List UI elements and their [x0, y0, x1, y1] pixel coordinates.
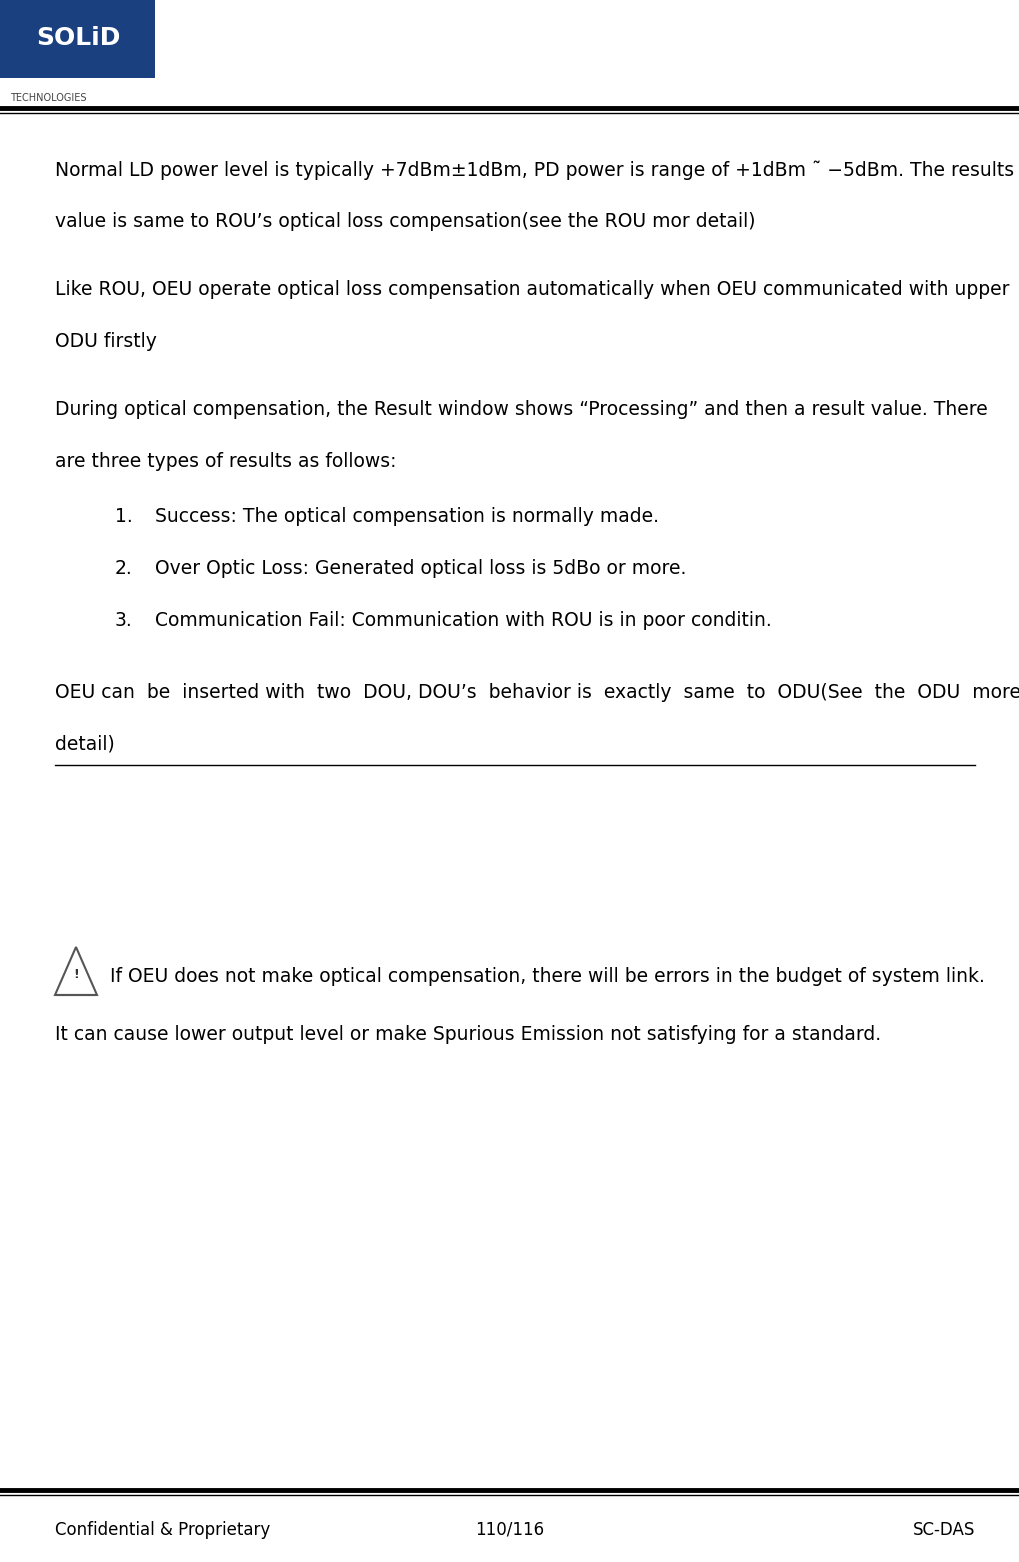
- Text: are three types of results as follows:: are three types of results as follows:: [55, 451, 396, 472]
- Text: 2.: 2.: [115, 559, 132, 578]
- Text: If OEU does not make optical compensation, there will be errors in the budget of: If OEU does not make optical compensatio…: [110, 967, 984, 986]
- Text: It can cause lower output level or make Spurious Emission not satisfying for a s: It can cause lower output level or make …: [55, 1025, 880, 1043]
- Text: !: !: [73, 968, 78, 981]
- Text: detail): detail): [55, 736, 115, 754]
- Text: 110/116: 110/116: [475, 1521, 544, 1539]
- Text: OEU can  be  inserted with  two  DOU, DOU’s  behavior is  exactly  same  to  ODU: OEU can be inserted with two DOU, DOU’s …: [55, 683, 1019, 701]
- Text: SOLiD: SOLiD: [36, 27, 120, 50]
- Text: TECHNOLOGIES: TECHNOLOGIES: [10, 94, 87, 103]
- Text: Over Optic Loss: Generated optical loss is 5dBo or more.: Over Optic Loss: Generated optical loss …: [155, 559, 686, 578]
- Text: 1.: 1.: [115, 508, 132, 526]
- Text: Success: The optical compensation is normally made.: Success: The optical compensation is nor…: [155, 508, 658, 526]
- Text: Normal LD power level is typically +7dBm±1dBm, PD power is range of +1dBm ˜ −5dB: Normal LD power level is typically +7dBm…: [55, 159, 1013, 180]
- Bar: [0, 0, 155, 78]
- Text: ODU firstly: ODU firstly: [55, 333, 157, 351]
- Text: Confidential & Proprietary: Confidential & Proprietary: [55, 1521, 270, 1539]
- Text: 3.: 3.: [115, 611, 132, 629]
- Text: During optical compensation, the Result window shows “Processing” and then a res: During optical compensation, the Result …: [55, 400, 986, 419]
- Text: value is same to ROU’s optical loss compensation(see the ROU mor detail): value is same to ROU’s optical loss comp…: [55, 212, 755, 231]
- Text: Like ROU, OEU operate optical loss compensation automatically when OEU communica: Like ROU, OEU operate optical loss compe…: [55, 280, 1009, 298]
- Text: Communication Fail: Communication with ROU is in poor conditin.: Communication Fail: Communication with R…: [155, 611, 771, 629]
- Text: SC-DAS: SC-DAS: [912, 1521, 974, 1539]
